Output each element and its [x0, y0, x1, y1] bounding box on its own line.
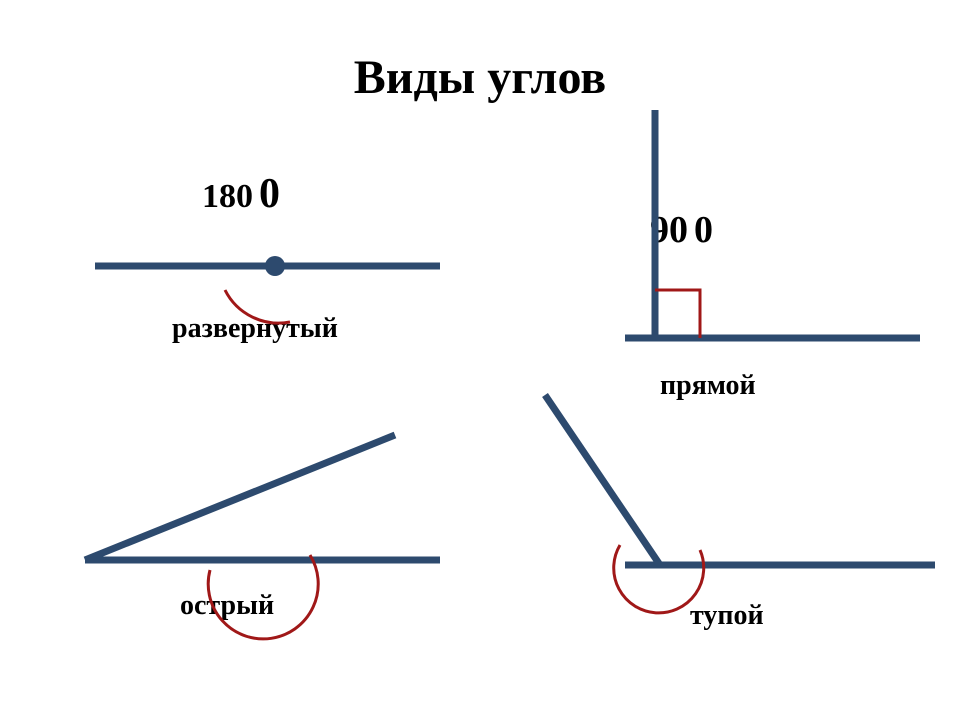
acute-angle-arc [208, 555, 318, 639]
obtuse-angle-aline [545, 395, 660, 565]
obtuse-angle-arc [614, 545, 704, 613]
angles-diagram [0, 0, 960, 720]
straight-angle-vertex [265, 256, 285, 276]
right-angle-square [655, 290, 700, 338]
acute-angle-aline [85, 435, 395, 560]
straight-angle-arc [225, 290, 290, 323]
